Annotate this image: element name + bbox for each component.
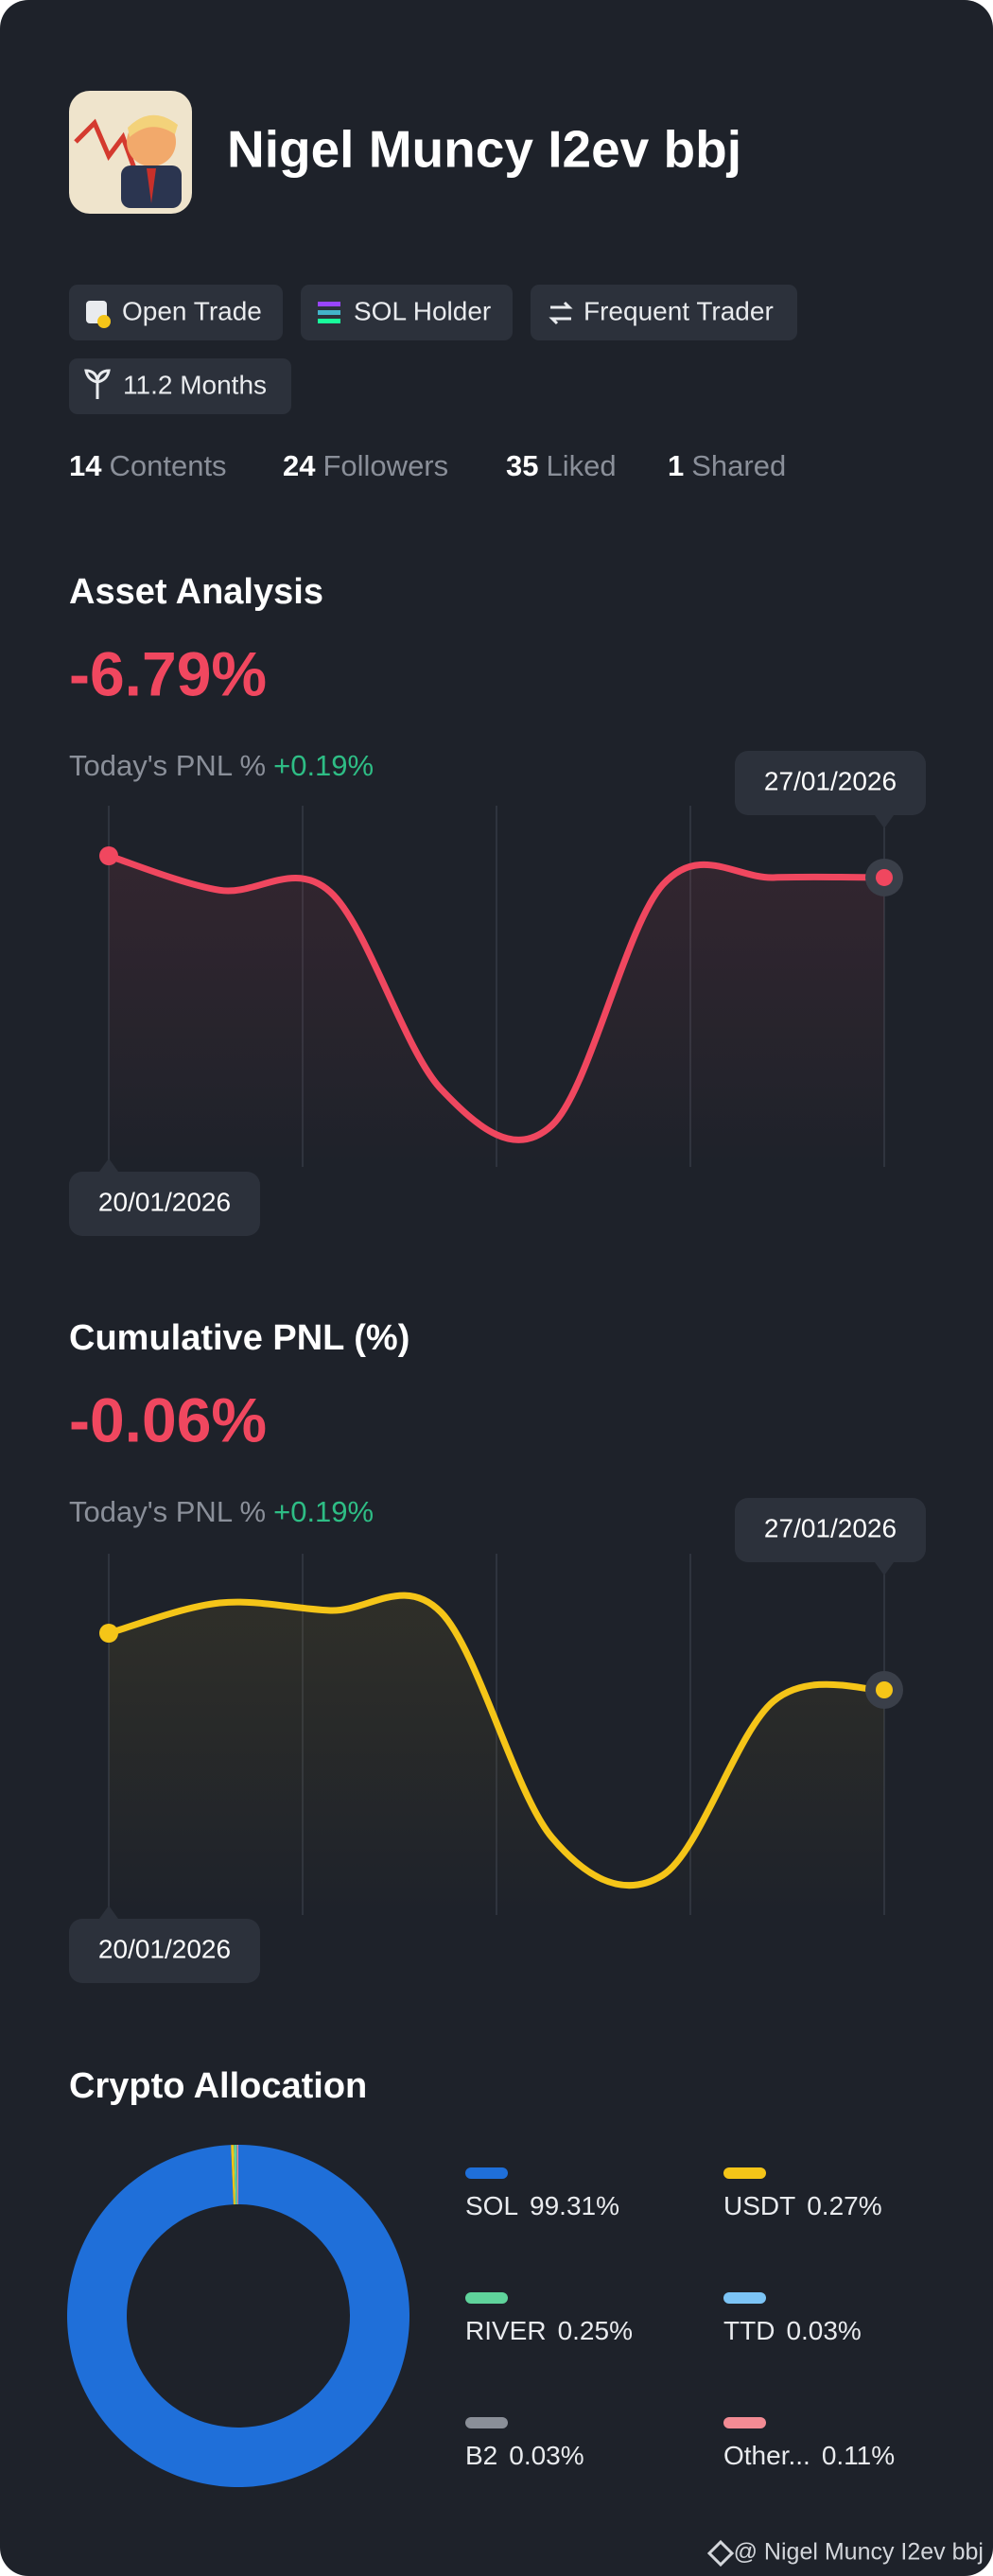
legend-swatch bbox=[723, 2417, 766, 2428]
area bbox=[109, 856, 884, 1167]
slice bbox=[236, 2145, 237, 2205]
slice bbox=[236, 2145, 238, 2205]
point bbox=[876, 868, 893, 886]
tooltip-text: 27/01/2026 bbox=[764, 766, 897, 795]
today-pnl: Today's PNL % +0.19% bbox=[69, 1495, 374, 1528]
legend-name: SOL bbox=[465, 2191, 518, 2220]
tooltip-pointer bbox=[99, 1906, 118, 1919]
legend-entry: Other... 0.11% bbox=[723, 2441, 895, 2470]
legend-name: Other... bbox=[723, 2441, 810, 2470]
legend-entry: B2 0.03% bbox=[465, 2441, 584, 2470]
today-pnl: Today's PNL % +0.19% bbox=[69, 749, 374, 782]
slice bbox=[236, 2145, 238, 2205]
profile-name: Nigel Muncy I2ev bbj bbox=[227, 120, 741, 179]
legend-value: 0.03% bbox=[509, 2441, 584, 2470]
avatar bbox=[69, 91, 192, 214]
tooltip-bg bbox=[69, 1919, 260, 1983]
legend-swatch bbox=[465, 2292, 508, 2304]
headline: -0.06% bbox=[69, 1384, 267, 1454]
legend-value: 0.25% bbox=[558, 2316, 633, 2345]
badge-text: SOL Holder bbox=[354, 296, 491, 325]
stat: 24 Followers bbox=[283, 449, 448, 482]
badge[interactable]: Frequent Trader bbox=[531, 285, 797, 340]
stat: 35 Liked bbox=[506, 449, 617, 482]
legend-value: 0.11% bbox=[822, 2441, 895, 2470]
badge-text: Open Trade bbox=[122, 296, 262, 325]
slice bbox=[231, 2145, 235, 2205]
today-value: +0.19% bbox=[273, 1495, 374, 1528]
legend-name: USDT bbox=[723, 2191, 795, 2220]
today-value: +0.19% bbox=[273, 749, 374, 782]
area bbox=[109, 1595, 884, 1915]
badge[interactable]: 11.2 Months bbox=[69, 358, 291, 414]
tooltip-bg bbox=[735, 1498, 926, 1562]
stat: 14 Contents bbox=[69, 449, 227, 482]
tooltip-pointer bbox=[875, 1562, 894, 1575]
legend-entry: USDT 0.27% bbox=[723, 2191, 882, 2220]
legend-entry: TTD 0.03% bbox=[723, 2316, 862, 2345]
tooltip-bg bbox=[735, 751, 926, 815]
tooltip-pointer bbox=[875, 815, 894, 828]
slice bbox=[67, 2145, 410, 2487]
headline: -6.79% bbox=[69, 638, 267, 708]
today-label: Today's PNL % bbox=[69, 749, 266, 782]
legend-entry: RIVER 0.25% bbox=[465, 2316, 633, 2345]
legend-entry: SOL 99.31% bbox=[465, 2191, 619, 2220]
legend-name: B2 bbox=[465, 2441, 497, 2470]
badge[interactable]: SOL Holder bbox=[301, 285, 513, 340]
legend-value: 0.03% bbox=[786, 2316, 861, 2345]
legend-swatch bbox=[465, 2417, 508, 2428]
tooltip-pointer bbox=[99, 1158, 118, 1172]
footer-icon bbox=[706, 2539, 735, 2567]
legend-value: 0.27% bbox=[807, 2191, 881, 2220]
slice bbox=[234, 2145, 237, 2205]
legend-name: RIVER bbox=[465, 2316, 547, 2345]
badge[interactable]: Open Trade bbox=[69, 285, 283, 340]
legend-swatch bbox=[723, 2167, 766, 2179]
today-label: Today's PNL % bbox=[69, 1495, 266, 1528]
badge-text: 11.2 Months bbox=[123, 370, 267, 399]
tooltip-text: 20/01/2026 bbox=[98, 1934, 231, 1963]
stat: 1 Shared bbox=[668, 449, 786, 482]
point bbox=[876, 1681, 893, 1698]
point bbox=[99, 1624, 118, 1643]
line bbox=[105, 852, 888, 1143]
legend-swatch bbox=[723, 2292, 766, 2304]
footer: @ Nigel Muncy I2ev bbj bbox=[734, 2539, 984, 2566]
tooltip-text: 20/01/2026 bbox=[98, 1187, 231, 1216]
legend-swatch bbox=[465, 2167, 508, 2179]
tooltip-bg bbox=[69, 1172, 260, 1236]
section-title: Asset Analysis bbox=[69, 572, 323, 612]
section-title: Cumulative PNL (%) bbox=[69, 1318, 409, 1358]
section-title: Crypto Allocation bbox=[69, 2066, 367, 2106]
point bbox=[99, 846, 118, 865]
legend-name: TTD bbox=[723, 2316, 775, 2345]
tooltip-text: 27/01/2026 bbox=[764, 1513, 897, 1542]
badge-text: Frequent Trader bbox=[584, 296, 774, 325]
line bbox=[105, 1592, 888, 1889]
legend-value: 99.31% bbox=[530, 2191, 619, 2220]
